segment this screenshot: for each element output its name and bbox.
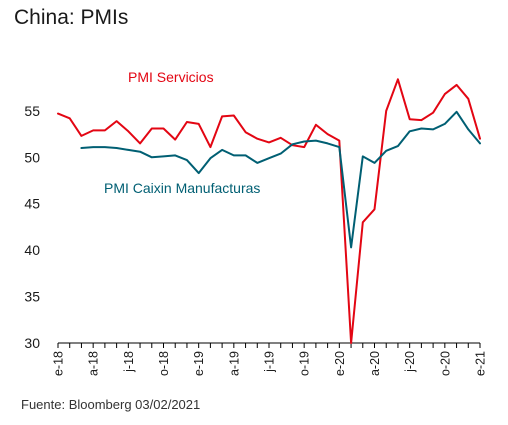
x-tick-label: e-21 xyxy=(474,351,488,376)
series-line-2 xyxy=(80,110,481,249)
x-tick-label: a-18 xyxy=(87,351,101,376)
x-tick-label: j-20 xyxy=(403,351,417,373)
x-tick-label: o-20 xyxy=(438,351,452,376)
source-note: Fuente: Bloomberg 03/02/2021 xyxy=(21,397,201,412)
x-axis: e-18 a-18 j-18 o-18 e-19 a-19 j-19 o-19 e-20 a-20… xyxy=(52,342,488,376)
x-tick-label: j-18 xyxy=(122,351,136,373)
y-tick-label: 55 xyxy=(24,103,40,119)
x-tick-label: a-20 xyxy=(368,351,382,376)
series-line-1 xyxy=(57,78,481,344)
x-tick-label: o-18 xyxy=(157,351,171,376)
x-tick-label: o-19 xyxy=(298,351,312,376)
x-tick-label: j-19 xyxy=(263,351,277,373)
x-tick-label: a-19 xyxy=(227,351,241,376)
y-tick-label: 50 xyxy=(24,149,40,165)
y-tick-label: 35 xyxy=(24,289,40,305)
series-label-2: PMI Caixin Manufacturas xyxy=(104,180,260,196)
series-label-1: PMI Servicios xyxy=(128,69,214,85)
chart-title: China: PMIs xyxy=(14,6,129,29)
y-tick-label: 30 xyxy=(24,335,40,351)
y-tick-label: 45 xyxy=(24,196,40,212)
y-tick-label: 40 xyxy=(24,242,40,258)
series-labels: PMI Servicios PMI Caixin Manufacturas xyxy=(104,69,260,196)
x-tick-label: e-19 xyxy=(192,351,206,376)
series-lines xyxy=(57,78,481,344)
x-tick-label: e-20 xyxy=(333,351,347,376)
x-tick-label: e-18 xyxy=(52,351,66,376)
y-axis-ticks: 30 35 40 45 50 55 xyxy=(24,103,40,351)
